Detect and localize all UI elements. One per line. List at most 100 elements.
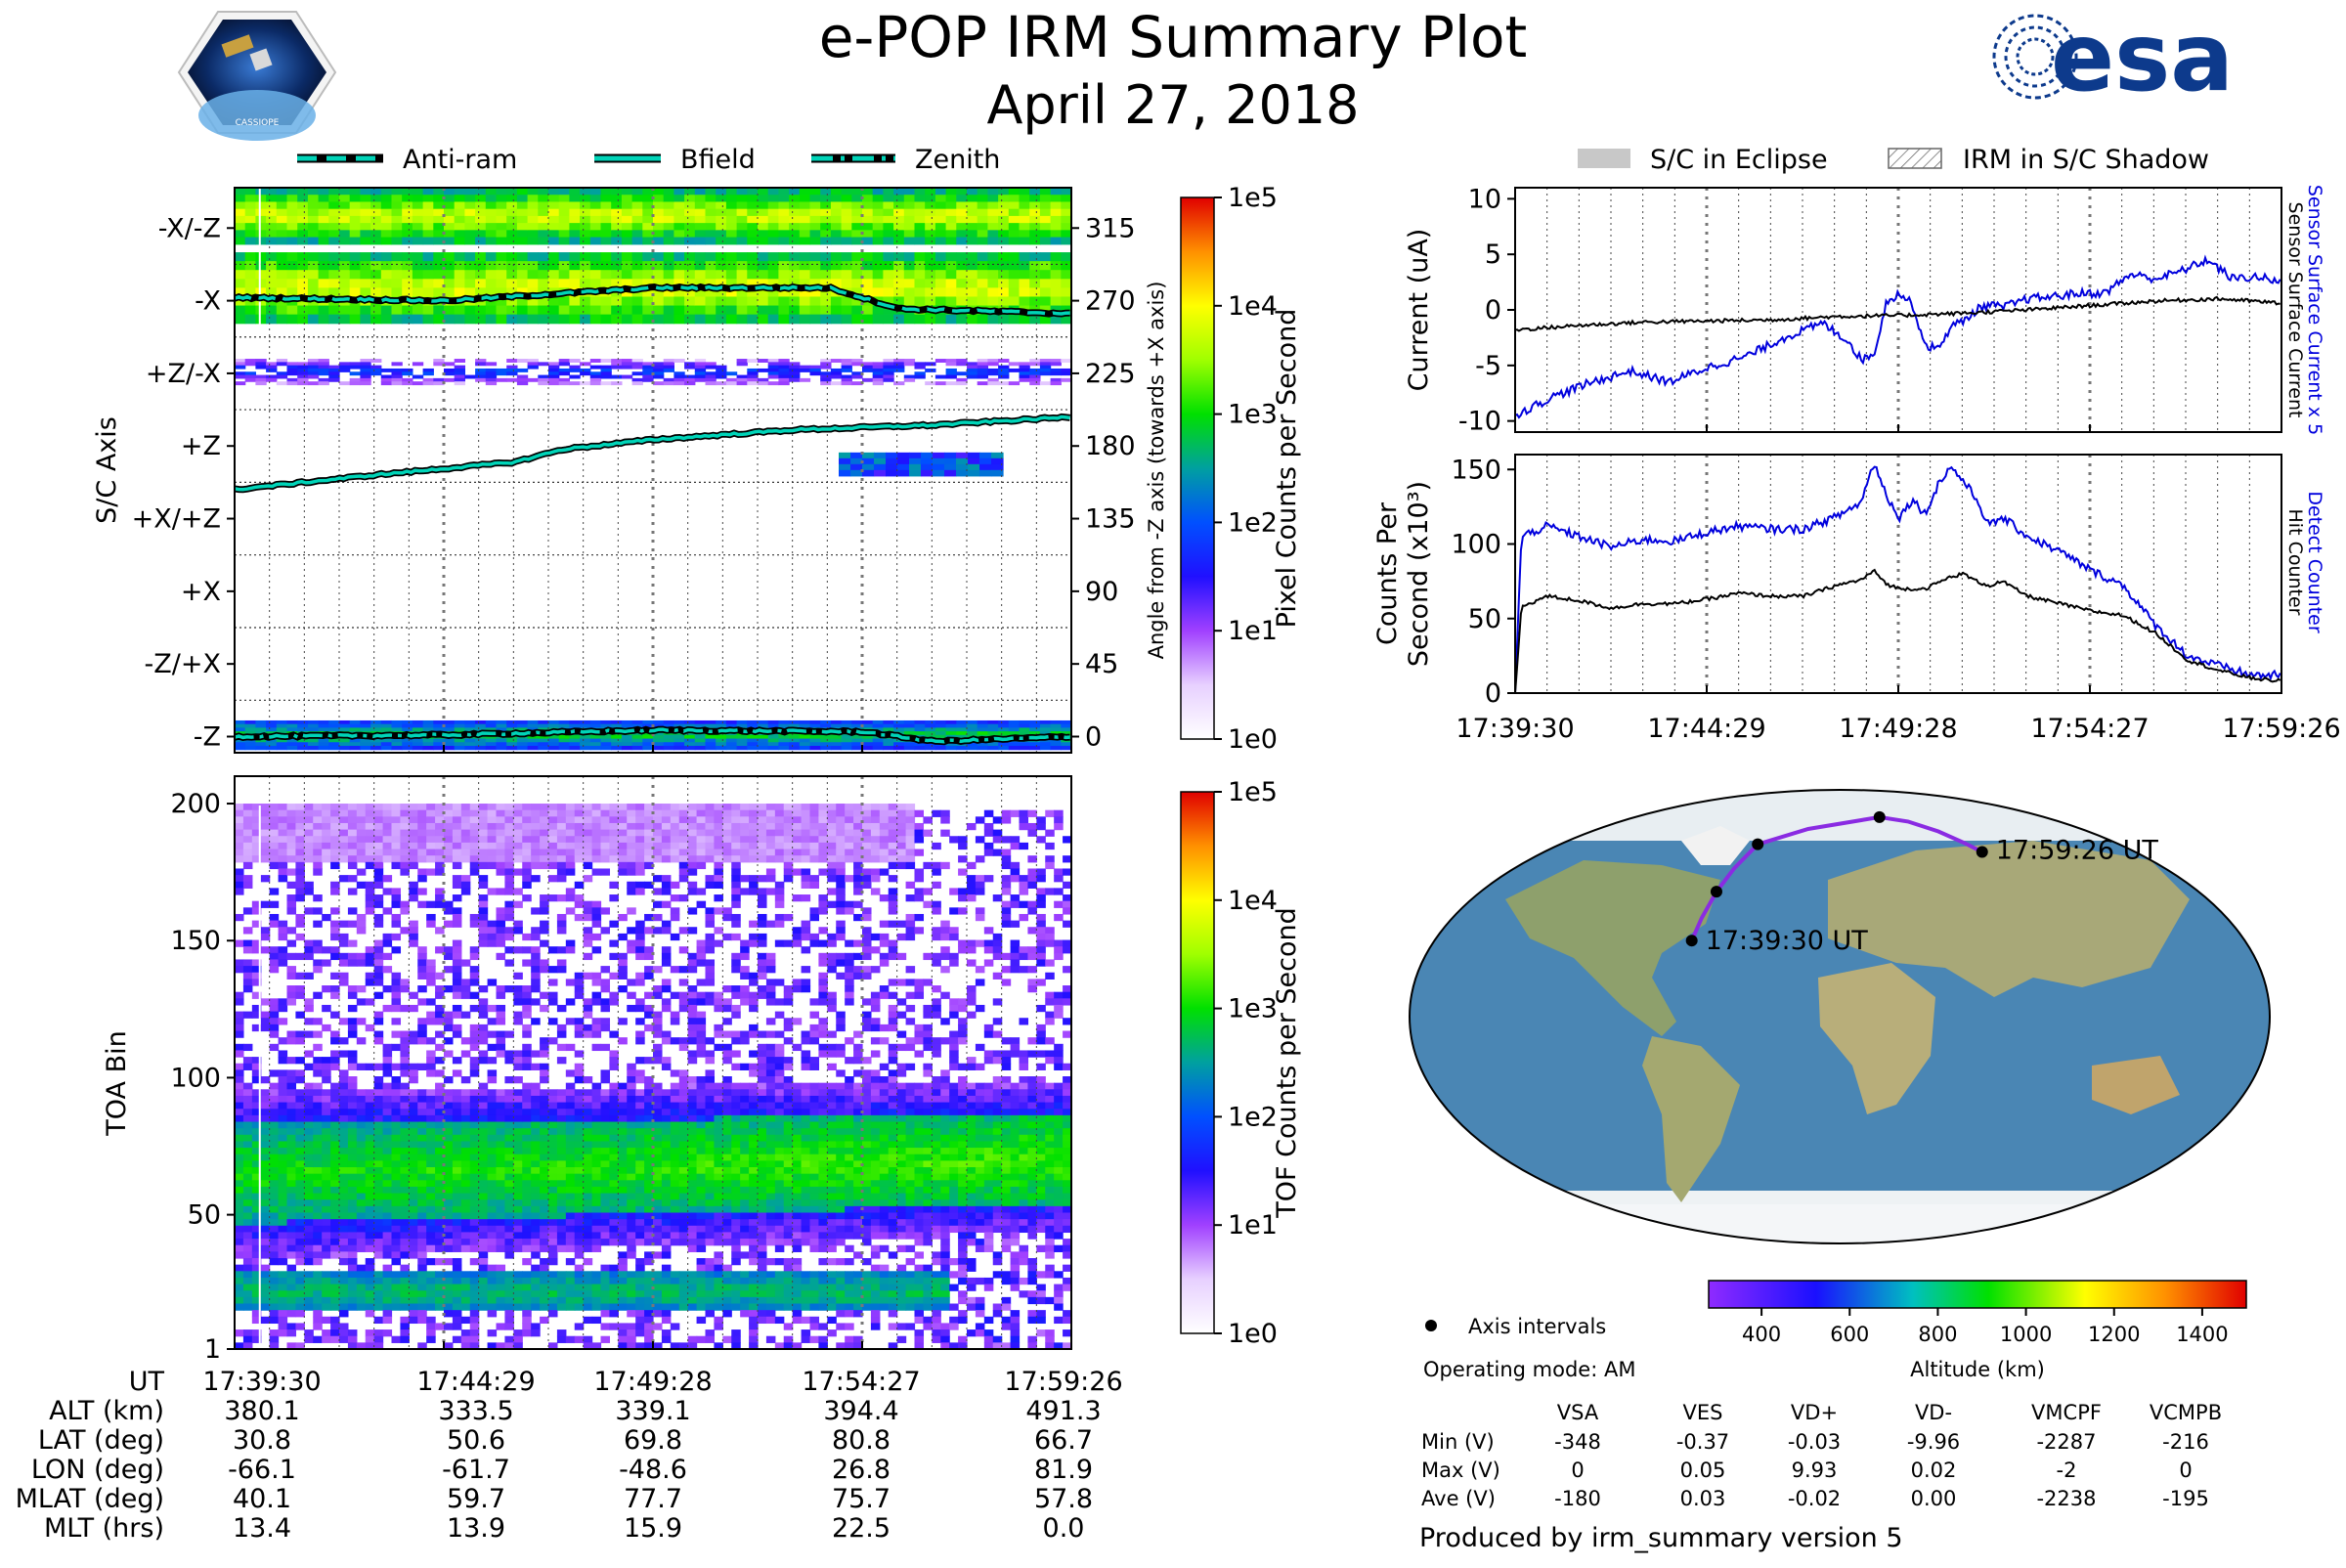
pixel-cell [768, 216, 779, 224]
toa-cell [417, 1297, 427, 1304]
toa-cell [453, 1174, 462, 1181]
toa-cell [287, 1135, 297, 1142]
toa-cell [270, 1290, 280, 1297]
pixel-cell [601, 739, 612, 743]
pixel-cell [664, 238, 674, 245]
toa-cell [400, 1031, 410, 1038]
toa-cell [497, 868, 506, 875]
toa-cell [357, 1304, 367, 1311]
toa-cell [287, 998, 297, 1005]
pixel-cell [328, 188, 339, 196]
toa-cell [548, 946, 558, 953]
toa-cell [531, 1304, 541, 1311]
toa-cell [479, 1141, 489, 1148]
toa-cell [400, 816, 410, 823]
toa-cell [374, 1135, 384, 1142]
toa-cell [479, 1128, 489, 1135]
pixel-cell [255, 315, 266, 325]
pixel-cell [956, 279, 967, 288]
pixel-cell [1051, 287, 1062, 297]
pixel-cell [548, 216, 559, 224]
pixel-cell [909, 458, 922, 465]
pixel-cell [475, 720, 486, 724]
toa-cell [279, 1141, 288, 1148]
toa-cell [304, 1297, 314, 1304]
toa-cell [522, 1050, 532, 1057]
pixel-cell [601, 252, 612, 262]
toa-cell [522, 1285, 532, 1291]
pixel-cell [308, 209, 319, 217]
pixel-cell [297, 223, 308, 231]
toa-cell [461, 1103, 471, 1110]
toa-cell [295, 830, 305, 837]
pixel-cell [758, 369, 768, 372]
pixel-cell [370, 201, 381, 209]
cassiope-logo: CASSIOPE [179, 12, 335, 141]
pixel-cell [464, 739, 475, 743]
toa-cell [383, 823, 393, 830]
toa-cell [339, 1103, 349, 1110]
pixel-cell [653, 375, 664, 379]
pixel-cell [632, 746, 643, 750]
pixel-ytick-label: +Z/-X [146, 359, 221, 389]
pixel-cell [883, 195, 893, 202]
pixel-cell [673, 742, 684, 746]
pixel-cell [350, 381, 361, 385]
toa-cell [479, 1219, 489, 1226]
toa-cell [557, 1128, 567, 1135]
pixel-cell [987, 287, 998, 297]
pixel-cell [979, 453, 992, 459]
pixel-cell [987, 238, 998, 245]
pixel-cell [528, 195, 539, 202]
pixel-cell [978, 209, 988, 217]
pixel-cell [455, 223, 465, 231]
toa-cell [339, 973, 349, 980]
toa-cell [322, 1187, 331, 1194]
pixel-cell [287, 195, 298, 202]
pixel-cell [1040, 188, 1051, 196]
toa-cell [479, 1012, 489, 1019]
pixel-cell [538, 739, 548, 743]
pixel-cell [486, 270, 497, 280]
toa-cell [357, 953, 367, 960]
toa-cell [339, 1115, 349, 1122]
pixel-cell [475, 279, 486, 288]
toa-cell [366, 959, 375, 966]
toa-cell [479, 816, 489, 823]
toa-cell [330, 985, 340, 992]
toa-cell [461, 1278, 471, 1285]
pixel-cell [862, 252, 873, 262]
pixel-cell [1029, 201, 1040, 209]
pixel-cell [800, 369, 810, 372]
pixel-cell [998, 315, 1009, 325]
pixel-cell [653, 315, 664, 325]
toa-cell [426, 914, 436, 921]
colorbar-tick-label: 1e3 [1228, 400, 1278, 430]
toa-cell [497, 1213, 506, 1220]
toa-cell [261, 1096, 271, 1103]
pixel-cell [987, 252, 998, 262]
toa-cell [287, 992, 297, 999]
toa-cell [313, 1089, 323, 1096]
toa-cell [488, 940, 498, 947]
toa-cell [417, 1018, 427, 1024]
toa-cell [575, 979, 585, 985]
pixel-cell [245, 238, 256, 245]
toa-cell [243, 804, 253, 810]
pixel-cell [328, 216, 339, 224]
pixel-cell [673, 739, 684, 743]
toa-cell [383, 1154, 393, 1161]
toa-cell [270, 1044, 280, 1051]
toa-cell [313, 1064, 323, 1070]
toa-cell [479, 1167, 489, 1174]
toa-cell [461, 875, 471, 882]
toa-cell [235, 875, 244, 882]
pixel-cell [1029, 238, 1040, 245]
toa-cell [548, 1180, 558, 1187]
pixel-cell [1051, 279, 1062, 288]
pixel-cell [664, 230, 674, 238]
toa-cell [426, 1285, 436, 1291]
toa-cell [392, 1064, 402, 1070]
toa-cell [461, 1012, 471, 1019]
toa-cell [295, 1109, 305, 1115]
